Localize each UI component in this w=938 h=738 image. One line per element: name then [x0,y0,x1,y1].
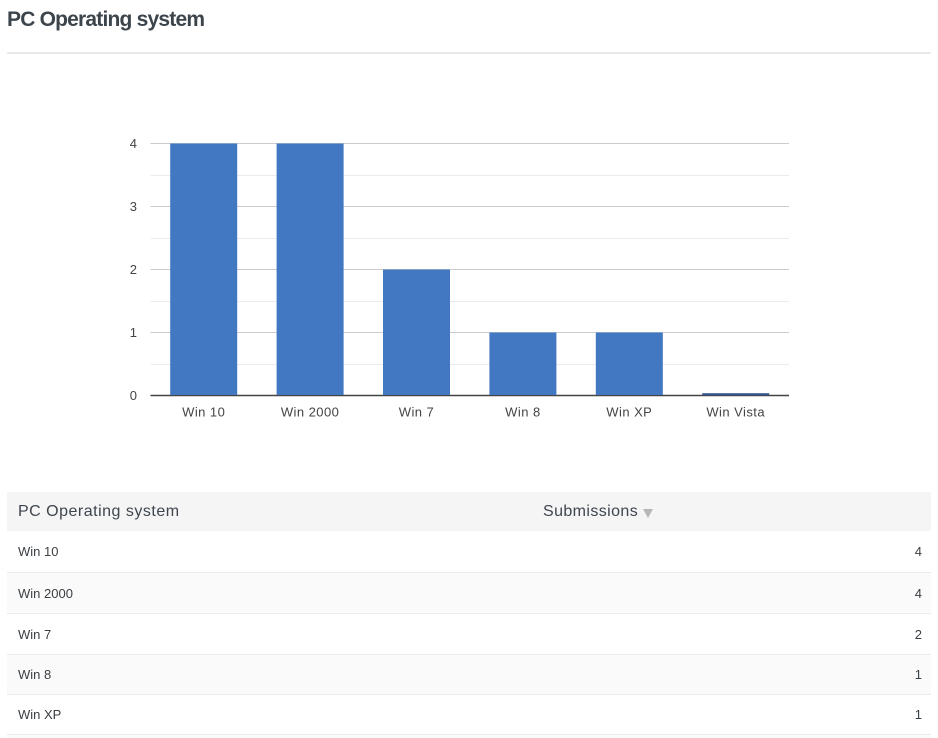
svg-text:Win 8: Win 8 [505,404,540,419]
svg-text:Win 2000: Win 2000 [281,404,340,419]
svg-text:Win 7: Win 7 [399,404,434,419]
svg-text:0: 0 [130,388,137,403]
svg-text:Win XP: Win XP [606,404,652,419]
svg-text:Win Vista: Win Vista [706,404,765,419]
svg-text:2: 2 [130,262,137,277]
svg-text:Win 10: Win 10 [182,404,225,419]
svg-text:4: 4 [130,136,137,151]
svg-text:3: 3 [130,199,137,214]
svg-text:1: 1 [130,325,137,340]
